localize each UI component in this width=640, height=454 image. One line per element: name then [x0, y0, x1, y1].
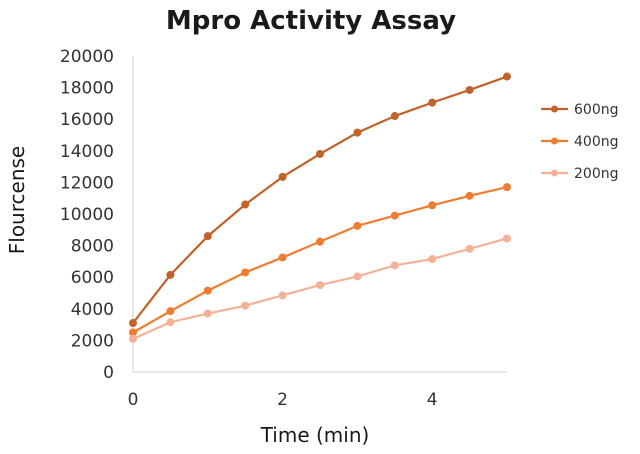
data-point [465, 191, 474, 200]
data-point [353, 221, 362, 230]
legend-label: 200ng [574, 166, 618, 182]
data-point [428, 98, 437, 107]
y-tick-label: 6000 [71, 268, 114, 288]
y-tick-label: 0 [103, 363, 114, 383]
y-tick-label: 20000 [60, 47, 114, 67]
y-tick-label: 10000 [60, 205, 114, 225]
data-point [129, 328, 137, 337]
series-400ng [129, 183, 511, 337]
data-point [503, 183, 511, 192]
legend-label: 400ng [574, 134, 618, 150]
data-point [316, 281, 324, 290]
data-point [203, 232, 212, 241]
data-point [428, 201, 437, 210]
data-point [353, 272, 362, 281]
legend-item: 200ng [541, 166, 618, 182]
series-200ng [129, 234, 511, 343]
data-point [503, 234, 511, 243]
data-point [166, 270, 175, 279]
x-tick-label: 0 [128, 390, 139, 410]
y-tick-label: 16000 [60, 110, 114, 130]
data-point [203, 309, 212, 318]
data-point [129, 319, 137, 328]
y-tick-label: 14000 [60, 142, 114, 162]
data-point [390, 211, 399, 220]
data-point [316, 237, 324, 246]
y-tick-label: 2000 [71, 331, 114, 351]
data-point [129, 334, 137, 343]
data-point [278, 291, 287, 300]
legend-label: 600ng [574, 102, 618, 118]
x-tick-label: 4 [427, 390, 438, 410]
y-tick-labels: 0 2000 4000 6000 8000 10000 12000 14000 16000 180… [60, 47, 114, 383]
chart-title: Mpro Activity Assay [166, 6, 456, 36]
data-point [278, 253, 287, 262]
legend-item: 600ng [541, 102, 618, 118]
legend-item: 400ng [541, 134, 618, 150]
data-point [241, 301, 250, 310]
legend-marker [551, 105, 558, 113]
y-tick-label: 8000 [71, 237, 114, 257]
data-point [353, 128, 362, 137]
x-tick-labels: 0 2 4 [128, 390, 438, 410]
data-point [166, 318, 175, 327]
data-point [166, 307, 175, 316]
data-point [241, 268, 250, 277]
y-tick-label: 18000 [60, 79, 114, 99]
x-tick-label: 2 [277, 390, 288, 410]
data-point [203, 286, 212, 295]
data-point [503, 72, 511, 81]
y-tick-label: 4000 [71, 300, 114, 320]
data-point [316, 149, 324, 158]
data-point [465, 85, 474, 94]
legend: 600ng 400ng 200ng [541, 102, 618, 182]
series-line [132, 186, 508, 334]
y-axis-label: Flourcense [5, 146, 29, 254]
series-layer [129, 72, 511, 343]
data-point [465, 244, 474, 253]
y-tick-label: 12000 [60, 173, 114, 193]
legend-marker [551, 137, 558, 145]
legend-marker [551, 169, 558, 177]
data-point [278, 172, 287, 181]
data-point [428, 255, 437, 264]
data-point [390, 261, 399, 270]
data-point [241, 200, 250, 209]
x-axis-label: Time (min) [260, 423, 370, 447]
series-600ng [129, 72, 511, 328]
data-point [390, 112, 399, 121]
